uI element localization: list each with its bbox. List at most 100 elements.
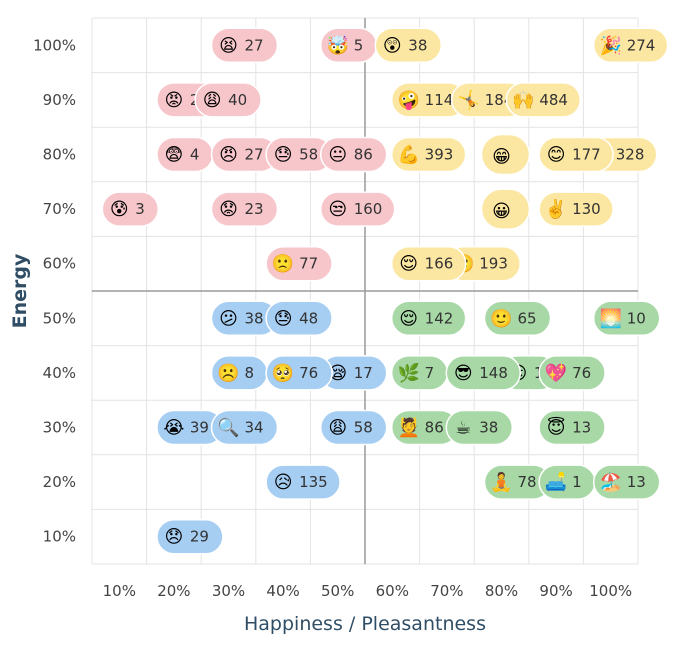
point-count-label: 86 [425,419,444,437]
point-bubble [374,27,443,64]
point-count-label: 38 [408,36,427,54]
point-bubble [592,464,661,500]
mood-point: 🥺 76 [265,355,333,391]
point-emoji: ✌️ [545,198,567,220]
mood-point: ✌️ 130 [538,191,614,227]
point-emoji: 💪 [397,144,419,166]
point-bubble [194,82,262,118]
y-tick-label: 50% [43,309,76,327]
x-tick-label: 80% [485,582,518,600]
point-bubble [505,82,582,118]
point-count-label: 393 [425,146,454,164]
point-bubble [319,409,388,446]
point-count-label: 5 [354,36,364,54]
point-emoji: 😪 [328,363,347,384]
point-bubble [538,191,614,227]
point-emoji: 😐 [328,145,347,166]
point-emoji: 🤪 [397,90,419,111]
x-tick-label: 100% [589,582,632,600]
point-emoji: 😁 [492,147,511,168]
point-emoji: 😫 [219,35,238,56]
point-emoji: 😌 [399,254,418,275]
mood-point: 😕 38 [210,300,279,337]
point-emoji: 🙂 [490,308,512,329]
point-count-label: 166 [425,255,454,273]
point-bubble [445,355,522,391]
point-bubble [265,245,333,282]
point-count-label: 39 [190,419,209,437]
mood-point: 🌅 10 [592,300,661,337]
point-count-label: 38 [245,309,264,327]
y-tick-label: 10% [43,528,76,546]
x-tick-label: 20% [157,582,190,600]
point-emoji: 😎 [454,363,473,384]
mood-point: 😎 148 [445,355,522,391]
mood-point: 😊 177 [538,136,614,173]
x-tick-label: 70% [430,582,463,600]
point-bubble [445,409,514,446]
point-count-label: 76 [572,364,591,382]
mood-point: 😀 [480,188,531,230]
mood-point: 🤯 5 [319,27,378,64]
point-count-label: 29 [190,528,209,546]
y-axis-label: Energy [9,253,31,328]
mood-point: 😓 58 [265,136,333,173]
point-count-label: 38 [479,419,498,437]
point-count-label: 13 [572,419,591,437]
point-count-label: 17 [354,364,373,382]
point-bubble [265,300,333,337]
point-emoji: 😊 [547,145,566,166]
y-tick-label: 20% [43,473,76,491]
point-bubble [265,464,341,500]
point-count-label: 78 [518,473,537,491]
point-count-label: 40 [228,91,247,109]
mood-point: 💖 76 [538,355,606,391]
point-count-label: 76 [299,364,318,382]
point-bubble [538,409,606,446]
point-bubble [480,133,531,176]
mood-point: 😇 13 [538,409,606,446]
point-count-label: 148 [479,364,508,382]
point-emoji: 🎉 [599,34,621,56]
point-bubble [390,136,467,173]
point-emoji: 🙌 [512,90,534,111]
mood-point: 😥 135 [265,464,341,500]
point-emoji: 😀 [492,201,511,222]
point-emoji: 😩 [328,418,347,439]
point-emoji: ☹️ [217,363,239,384]
x-tick-label: 30% [212,582,245,600]
point-emoji: 😰 [110,199,129,220]
point-emoji: ☕ [455,418,471,439]
point-count-label: 13 [627,473,646,491]
point-bubble [319,191,396,227]
point-emoji: 😭 [163,418,184,439]
point-count-label: 65 [518,309,537,327]
x-tick-label: 50% [321,582,354,600]
point-bubble [210,27,279,64]
mood-point: 🛋️ 1 [538,464,596,500]
y-tick-label: 80% [43,146,76,164]
point-emoji: 🤸 [458,89,480,111]
point-count-label: 27 [245,146,264,164]
mood-point: 🔍 34 [210,409,279,446]
y-tick-label: 40% [43,364,76,382]
mood-point: 😌 166 [390,245,467,282]
point-emoji: 🧘 [490,471,512,493]
point-count-label: 23 [245,200,264,218]
point-bubble [538,136,614,173]
point-bubble [319,136,388,173]
point-bubble [483,300,552,337]
y-tick-label: 90% [43,91,76,109]
point-count-label: 86 [354,146,373,164]
mood-point: ☕ 38 [445,409,514,446]
point-count-label: 274 [627,36,656,54]
point-count-label: 58 [299,146,318,164]
point-count-label: 8 [245,364,255,382]
point-emoji: 🔍 [217,416,239,439]
point-count-label: 160 [354,200,383,218]
point-bubble [210,191,279,227]
mood-point: 🏖️ 13 [592,464,661,500]
mood-point: 😩 40 [194,82,262,118]
point-emoji: 🛋️ [545,471,567,493]
